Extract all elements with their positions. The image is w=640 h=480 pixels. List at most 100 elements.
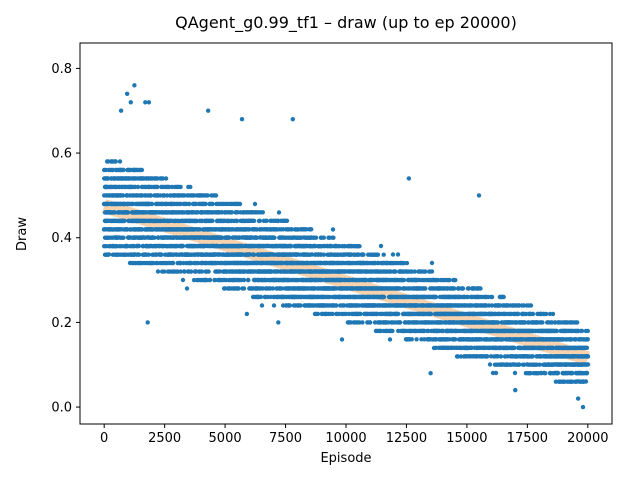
data-point [496, 337, 501, 342]
data-point [416, 320, 421, 325]
data-point [162, 269, 167, 274]
data-point [526, 303, 531, 308]
data-point [544, 311, 549, 317]
data-point [495, 354, 501, 359]
data-point [294, 252, 299, 257]
data-point-outlier [143, 100, 148, 105]
data-point [201, 244, 206, 249]
data-point [205, 193, 210, 198]
data-point [103, 184, 109, 190]
data-point [521, 362, 527, 367]
data-point-outlier [124, 91, 130, 97]
data-point [293, 227, 298, 232]
data-point [107, 210, 113, 215]
data-point [460, 286, 466, 291]
data-point [414, 337, 419, 342]
data-point [479, 337, 484, 342]
data-point [121, 235, 126, 240]
data-point [164, 260, 170, 266]
data-point [339, 286, 345, 291]
y-tick-label: 0.4 [51, 231, 72, 246]
data-point [121, 167, 126, 173]
data-point [197, 227, 203, 232]
data-point [206, 269, 211, 274]
data-point [359, 269, 364, 274]
data-point [579, 362, 585, 367]
data-point-outlier [290, 117, 295, 122]
data-point [152, 235, 157, 240]
data-point [581, 379, 587, 384]
data-point [125, 193, 130, 198]
x-tick-label: 12500 [386, 431, 427, 446]
data-point [125, 227, 130, 232]
data-point [192, 269, 198, 274]
data-point [184, 286, 190, 291]
data-point [230, 227, 235, 232]
data-point [350, 286, 355, 291]
data-point [139, 167, 145, 173]
data-point [564, 362, 569, 367]
data-point [537, 362, 542, 367]
data-point [361, 252, 366, 257]
data-point [268, 286, 273, 291]
data-point [387, 337, 393, 342]
data-point [113, 159, 119, 164]
y-tick-label: 0.2 [51, 316, 72, 331]
data-point [375, 252, 381, 257]
data-point [485, 337, 490, 342]
data-point [423, 286, 428, 291]
data-point [502, 311, 507, 317]
data-point [361, 294, 366, 300]
data-point [210, 201, 215, 207]
data-point [165, 184, 171, 190]
data-point [272, 235, 277, 240]
data-point [428, 269, 433, 274]
data-point [149, 201, 154, 207]
data-point-outlier [145, 320, 150, 325]
data-point [273, 269, 278, 274]
data-point [159, 176, 164, 181]
data-point [574, 379, 579, 384]
y-tick-label: 0.0 [51, 401, 72, 416]
data-point [275, 260, 280, 266]
data-point [258, 294, 264, 300]
data-point [321, 235, 326, 240]
data-point [338, 269, 343, 274]
data-point [396, 311, 401, 317]
data-point [119, 227, 124, 232]
data-point [570, 371, 575, 376]
data-point [199, 269, 205, 274]
data-point [395, 286, 400, 291]
data-point [487, 362, 493, 367]
data-point [575, 354, 581, 359]
data-point [303, 244, 308, 249]
data-point [105, 252, 111, 257]
data-point [251, 252, 257, 257]
data-point [433, 294, 439, 300]
data-point [289, 252, 294, 257]
data-point [393, 269, 398, 274]
data-point [585, 337, 590, 342]
data-point [579, 328, 585, 334]
data-point [555, 371, 560, 376]
data-point [427, 320, 432, 325]
data-point [468, 303, 473, 308]
data-point [234, 218, 239, 223]
data-point [139, 227, 145, 232]
data-point [351, 269, 356, 274]
data-point [389, 294, 394, 300]
data-point [154, 252, 159, 257]
data-point [476, 294, 481, 300]
data-point [454, 328, 459, 334]
data-point [180, 277, 186, 283]
data-point [122, 218, 127, 223]
data-point [524, 354, 530, 359]
x-tick-label: 0 [100, 431, 108, 446]
data-point [331, 235, 336, 240]
data-point [540, 320, 545, 325]
data-point [462, 303, 468, 308]
data-point [423, 269, 428, 274]
data-point [284, 218, 290, 223]
data-point [216, 269, 221, 274]
